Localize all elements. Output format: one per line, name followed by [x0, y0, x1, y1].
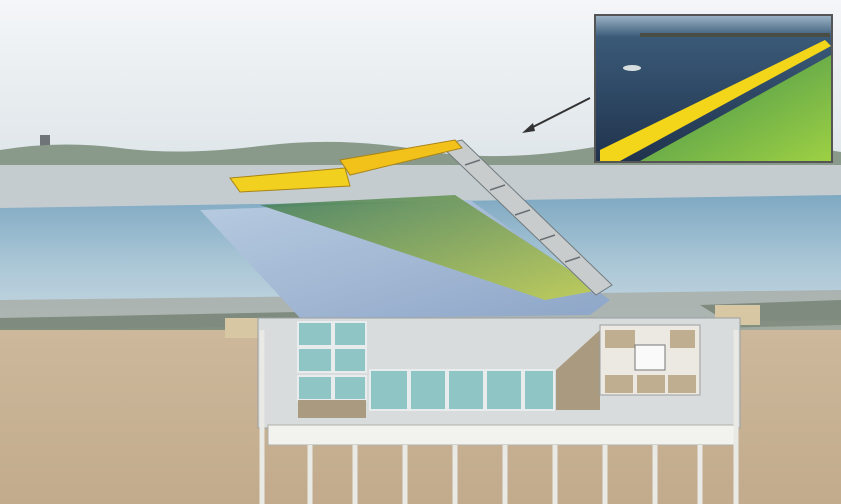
pointer-arrow	[526, 97, 591, 131]
caisson-wall	[556, 330, 600, 410]
arrow-head	[522, 123, 535, 133]
raised-gate	[339, 139, 463, 176]
inset-gates	[600, 40, 831, 161]
floating-gate	[229, 167, 351, 193]
equipment	[634, 344, 666, 371]
gate-ribs	[464, 159, 581, 263]
inset-green-water	[640, 55, 831, 161]
foundation-slab	[267, 424, 739, 446]
caisson-cells	[297, 321, 555, 411]
gate-recess	[260, 195, 600, 300]
tunnel-cells	[605, 330, 696, 393]
inset-boat	[623, 65, 641, 71]
inset-shore	[640, 33, 830, 37]
piles	[259, 330, 739, 504]
ballast	[298, 400, 366, 418]
